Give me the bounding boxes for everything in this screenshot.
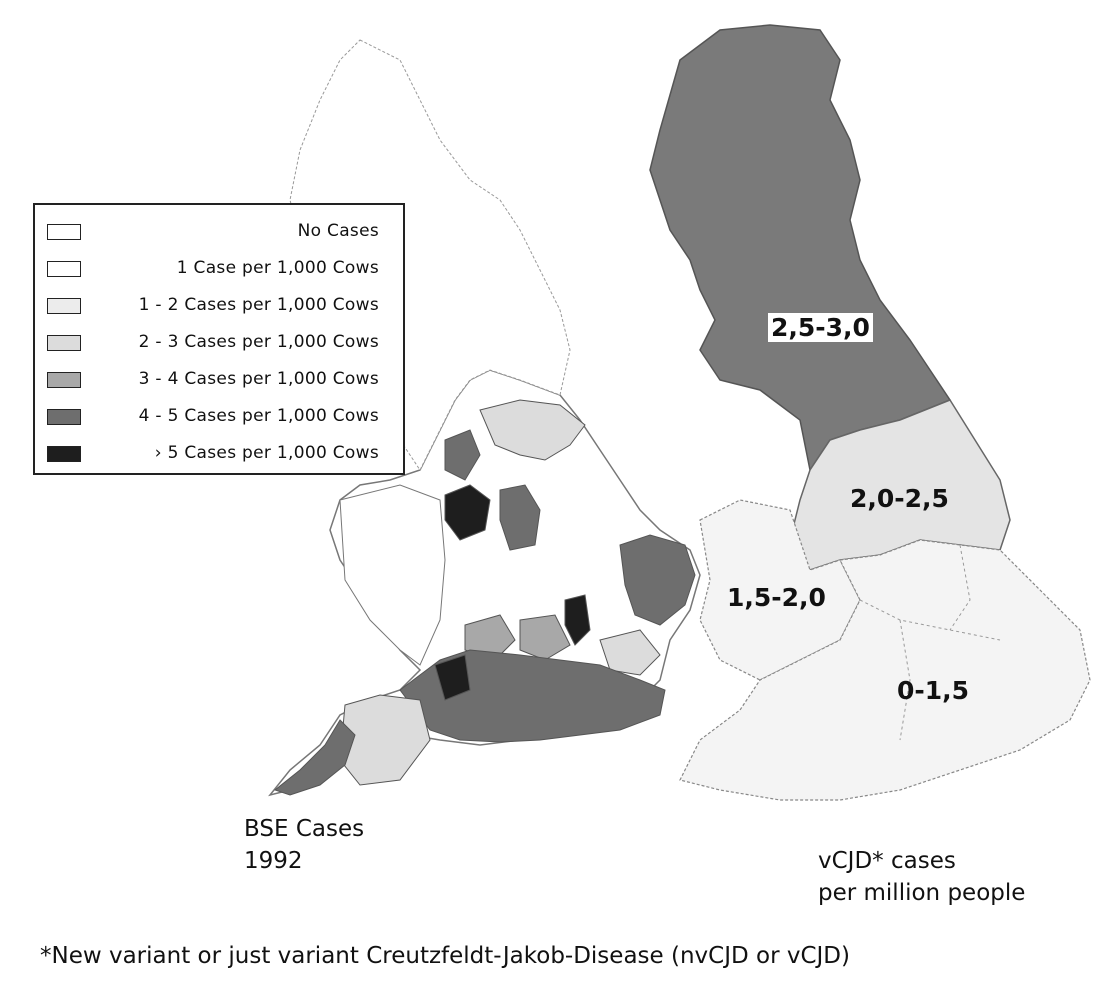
- bse-region-cornwall: [273, 719, 356, 796]
- legend-swatch: [47, 409, 81, 425]
- bse-region-derbyshire: [499, 484, 541, 551]
- bse-caption-year: 1992: [244, 848, 303, 874]
- bse-region-cheshire: [444, 429, 481, 481]
- legend-item-1-case: 1 Case per 1,000 Cows: [35, 254, 403, 284]
- vcjd-label-midlands-wales: 1,5-2,0: [727, 583, 826, 612]
- legend-label: 2 - 3 Cases per 1,000 Cows: [138, 332, 379, 352]
- bse-caption: BSE Cases 1992: [244, 813, 364, 877]
- bse-region-norfolk: [619, 534, 696, 626]
- bse-region-wales: [339, 484, 446, 666]
- bse-caption-title: BSE Cases: [244, 816, 365, 842]
- bse-north-outline: [289, 39, 571, 471]
- vcjd-caption-unit: per million people: [818, 880, 1026, 906]
- bse-region-yorkshire: [479, 399, 586, 461]
- legend-swatch: [47, 298, 81, 314]
- legend-swatch: [47, 372, 81, 388]
- vcjd-label-south: 0-1,5: [897, 676, 970, 705]
- bse-region-glos: [464, 614, 516, 661]
- legend-swatch: [47, 261, 81, 277]
- legend-item-2-3-cases: 2 - 3 Cases per 1,000 Cows: [35, 328, 403, 358]
- map-legend: No Cases 1 Case per 1,000 Cows 1 - 2 Cas…: [33, 203, 405, 475]
- legend-item-4-5-cases: 4 - 5 Cases per 1,000 Cows: [35, 402, 403, 432]
- legend-item-over-5-cases: › 5 Cases per 1,000 Cows: [35, 439, 403, 469]
- vcjd-label-scotland: 2,5-3,0: [768, 313, 873, 342]
- legend-item-no-cases: No Cases: [35, 217, 403, 247]
- vcjd-label-north: 2,0-2,5: [850, 484, 949, 513]
- bse-region-essex: [599, 629, 661, 676]
- legend-label: 3 - 4 Cases per 1,000 Cows: [138, 369, 379, 389]
- legend-label: 1 Case per 1,000 Cows: [176, 258, 379, 278]
- legend-swatch: [47, 446, 81, 462]
- legend-item-3-4-cases: 3 - 4 Cases per 1,000 Cows: [35, 365, 403, 395]
- legend-label: › 5 Cases per 1,000 Cows: [154, 443, 379, 463]
- legend-item-1-2-cases: 1 - 2 Cases per 1,000 Cows: [35, 291, 403, 321]
- legend-swatch: [47, 224, 81, 240]
- bse-region-somerset: [434, 654, 471, 701]
- bse-region-cambs: [564, 594, 591, 646]
- vcjd-scotland-region: [649, 24, 952, 472]
- vcjd-internal-borders: [859, 544, 1001, 741]
- legend-label: 1 - 2 Cases per 1,000 Cows: [138, 295, 379, 315]
- footnote: *New variant or just variant Creutzfeldt…: [40, 943, 850, 969]
- vcjd-caption: vCJD* cases per million people: [818, 845, 1025, 909]
- bse-map: [268, 39, 701, 797]
- legend-label: No Cases: [297, 221, 379, 241]
- legend-swatch: [47, 335, 81, 351]
- vcjd-map: [649, 24, 1091, 801]
- vcjd-caption-title: vCJD* cases: [818, 848, 956, 874]
- legend-label: 4 - 5 Cases per 1,000 Cows: [138, 406, 379, 426]
- bse-region-oxon: [519, 614, 571, 661]
- bse-region-shropshire: [444, 484, 491, 541]
- vcjd-south-region: [679, 539, 1091, 801]
